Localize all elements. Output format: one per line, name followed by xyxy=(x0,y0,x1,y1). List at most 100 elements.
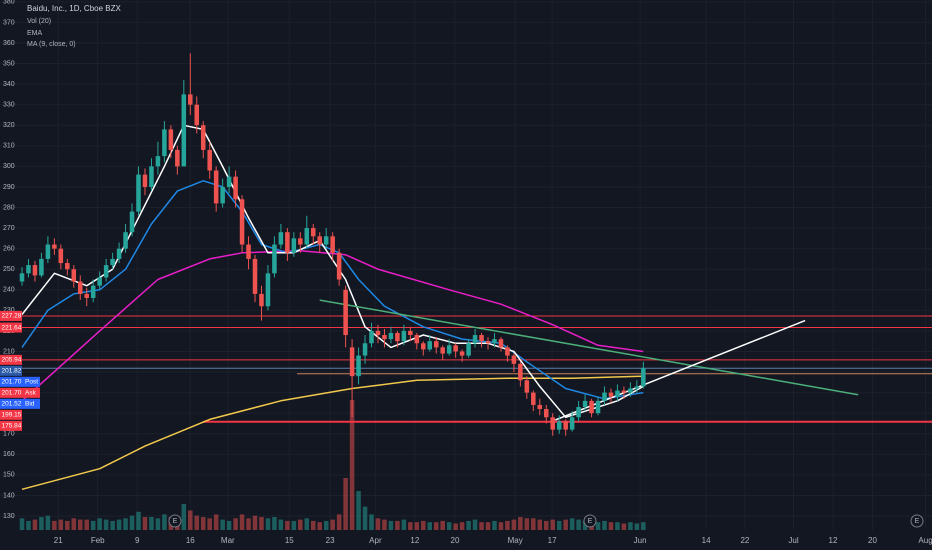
candle-body xyxy=(58,248,64,264)
volume-bar xyxy=(52,520,57,530)
volume-bar xyxy=(136,511,141,530)
candle-body xyxy=(576,407,581,418)
volume-bar xyxy=(466,520,471,530)
y-tick-label: 150 xyxy=(3,472,15,479)
price-label-text: 201.82 xyxy=(2,368,22,375)
volume-bar xyxy=(317,522,322,530)
y-tick-label: 240 xyxy=(3,287,15,294)
indicator-label: EMA xyxy=(27,30,43,37)
candle-body xyxy=(531,392,536,405)
y-tick-label: 280 xyxy=(3,204,15,211)
price-label-text: 221.64 xyxy=(2,324,22,331)
candle-body xyxy=(103,265,109,278)
x-tick-label: May xyxy=(508,536,523,545)
candle-body xyxy=(401,330,407,342)
candle-body xyxy=(32,265,38,276)
volume-bar xyxy=(531,518,536,530)
volume-bar xyxy=(304,518,310,530)
candle-body xyxy=(233,176,238,200)
volume-bar xyxy=(123,518,128,530)
y-tick-label: 250 xyxy=(3,266,15,273)
price-label-tag: Post xyxy=(25,379,38,386)
candle-body xyxy=(621,390,627,393)
earnings-marker[interactable]: E xyxy=(910,514,924,528)
volume-bar xyxy=(485,522,491,530)
y-tick-label: 140 xyxy=(3,492,15,499)
volume-bar xyxy=(427,522,433,530)
volume-bar xyxy=(77,519,83,530)
candle-body xyxy=(272,244,277,274)
candle-body xyxy=(26,265,31,274)
candle-body xyxy=(375,330,381,336)
candle-body xyxy=(563,421,568,430)
candle-body xyxy=(188,94,193,105)
candle-body xyxy=(628,388,633,393)
candle-body xyxy=(421,343,426,350)
candle-body xyxy=(459,351,465,356)
candle-body xyxy=(77,281,83,294)
volume-bar xyxy=(233,518,238,530)
volume-bar xyxy=(556,520,562,530)
earnings-marker[interactable]: E xyxy=(583,514,597,528)
earnings-circle[interactable] xyxy=(583,514,597,528)
candle-body xyxy=(589,400,594,414)
earnings-circle[interactable] xyxy=(168,514,182,528)
volume-bar xyxy=(621,523,627,530)
volume-bar xyxy=(602,520,607,530)
price-label-box xyxy=(0,310,22,321)
candle-body xyxy=(498,339,504,348)
volume-bar xyxy=(543,520,549,530)
candle-body xyxy=(323,236,329,245)
candle-body xyxy=(382,335,387,340)
candle-body xyxy=(343,289,348,336)
volume-bar xyxy=(375,518,381,530)
volume-bar xyxy=(453,523,458,530)
price-label: 227.28 xyxy=(0,310,22,321)
candle-body xyxy=(492,339,497,344)
y-tick-label: 320 xyxy=(3,122,15,129)
candle-body xyxy=(369,330,374,344)
volume-bar xyxy=(188,510,193,530)
volume-bar xyxy=(608,522,614,530)
candle-body xyxy=(90,285,96,299)
y-tick-label: 330 xyxy=(3,102,15,109)
candle-body xyxy=(110,258,115,266)
volume-bar xyxy=(116,519,122,530)
earnings-text[interactable]: E xyxy=(588,518,593,525)
volume-bar xyxy=(194,515,200,530)
volume-bar xyxy=(19,518,25,530)
candle-body xyxy=(213,170,219,204)
x-tick-label: 21 xyxy=(54,536,63,545)
y-tick-label: 370 xyxy=(3,19,15,26)
candle-body xyxy=(615,390,620,397)
volume-bar xyxy=(45,515,51,530)
volume-bar xyxy=(207,518,212,530)
volume-bar xyxy=(239,514,245,530)
candle-body xyxy=(641,367,646,387)
candle-body xyxy=(550,417,555,430)
volume-bar xyxy=(336,514,342,530)
candle-body xyxy=(162,129,167,157)
candle-body xyxy=(71,269,77,282)
earnings-text[interactable]: E xyxy=(173,518,178,525)
candle-body xyxy=(220,186,225,204)
x-tick-label: 23 xyxy=(326,536,335,545)
volume-bar xyxy=(356,491,361,530)
price-label: 221.64 xyxy=(0,322,22,333)
y-tick-label: 300 xyxy=(3,163,15,170)
candle-body xyxy=(123,232,128,249)
candle-body xyxy=(356,355,361,377)
candle-body xyxy=(291,238,297,253)
earnings-text[interactable]: E xyxy=(915,518,920,525)
candle-body xyxy=(427,341,433,350)
price-label: 201.70 Ask xyxy=(0,387,40,398)
candle-body xyxy=(265,273,271,307)
volume-bar xyxy=(323,520,329,530)
earnings-marker[interactable]: E xyxy=(168,514,182,528)
price-label-box xyxy=(0,420,22,431)
candle-body xyxy=(408,330,413,336)
candle-body xyxy=(556,421,562,430)
earnings-circle[interactable] xyxy=(910,514,924,528)
candle-body xyxy=(19,273,25,282)
